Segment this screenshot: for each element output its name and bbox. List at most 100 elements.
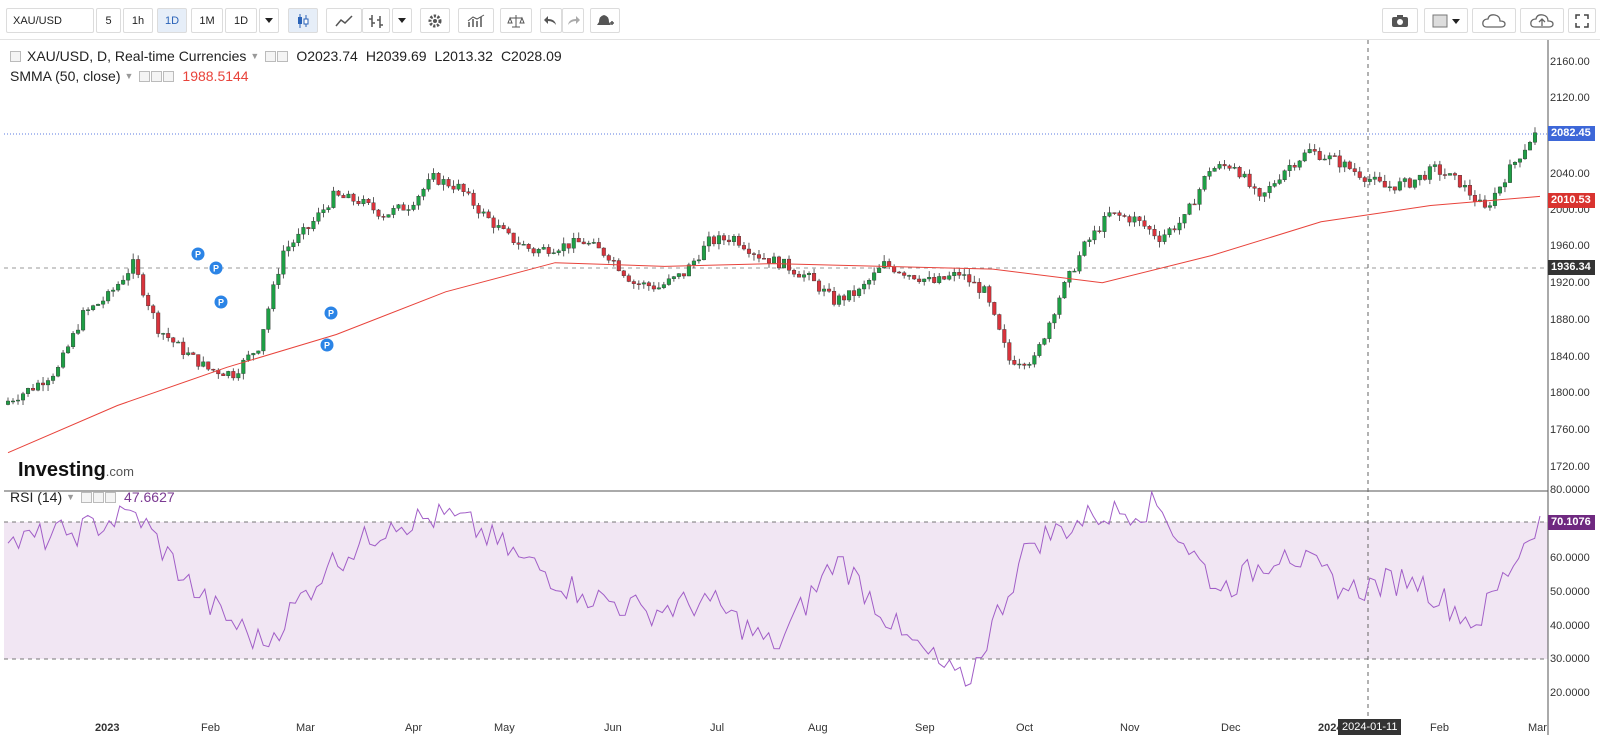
indicators-icon[interactable] [458,8,494,33]
candle-body [1192,203,1197,206]
candle-body [1522,149,1527,160]
candle-body [1532,132,1537,143]
interval-dropdown-value[interactable]: 1D [225,8,257,33]
candle-body [301,227,306,235]
smma-close-icon[interactable] [163,70,175,82]
candlestick-chart-icon[interactable] [288,8,318,33]
candle-body [1227,165,1232,169]
smma-price-tag: 2010.53 [1548,193,1595,208]
time-label: Nov [1120,722,1140,734]
candle-body [1357,171,1362,178]
candle-body [872,272,877,281]
candle-body [356,201,361,205]
candle-body [451,185,456,190]
candle-body [526,244,531,249]
price-tick: 1880.00 [1550,314,1590,326]
candle-body [241,359,246,374]
candle-body [401,204,406,211]
candle-body [631,281,636,284]
candle-body [1282,170,1287,181]
candle-body [987,286,992,303]
candle-body [1007,342,1012,361]
candle-body [1217,164,1222,169]
time-label: Mar [1528,722,1547,734]
candle-body [1232,166,1237,169]
candle-body [827,288,832,292]
candle-body [156,312,161,334]
candle-body [1367,179,1372,182]
candle-body [1242,173,1247,178]
candle-body [997,314,1002,330]
symbol-field[interactable]: XAU/USD [6,8,94,33]
fullscreen-icon[interactable] [1568,8,1596,33]
investing-logo: Investing.com [18,459,134,482]
cloud-load-icon[interactable] [1472,8,1516,33]
candle-body [1032,355,1037,365]
candle-body [376,209,381,217]
candle-body [877,267,882,273]
price-chart[interactable]: P P P P P [0,40,1600,735]
candle-body [31,388,36,391]
rsi-tick: 60.0000 [1550,552,1590,564]
candle-body [351,193,356,202]
candle-body [126,273,131,281]
candle-body [1097,230,1102,232]
rsi-tick: 80.0000 [1550,484,1590,496]
smma-hide-icon[interactable] [139,70,151,82]
candle-body [772,256,777,264]
candle-body [431,173,436,180]
candle-body [1322,158,1327,161]
chart-area[interactable]: P P P P P XAU/USD, D, Real-time Currencies ▼… [0,40,1600,735]
smma-settings-icon[interactable] [151,70,163,82]
candle-body [1157,235,1162,242]
interval-1h-button[interactable]: 1h [123,8,153,33]
template-dropdown-icon[interactable] [1424,8,1468,33]
bar-chart-type-icon[interactable] [362,8,390,33]
candle-body [1112,212,1117,214]
candle-body [1372,176,1377,180]
candle-body [1447,173,1452,176]
legend-hide-icon[interactable] [265,50,277,62]
rsi-close-icon[interactable] [105,491,117,503]
candle-body [792,270,797,275]
legend-settings-icon[interactable] [277,50,289,62]
candle-body [1492,192,1497,206]
collapse-legend-icon[interactable] [10,50,21,62]
candle-body [887,261,892,267]
candle-body [882,261,887,269]
undo-icon[interactable] [540,8,562,33]
candle-body [481,211,486,214]
interval-chevron-down-icon[interactable] [259,8,279,33]
legend-chevron-down-icon[interactable]: ▼ [250,51,260,61]
candle-body [922,278,927,282]
candle-body [426,179,431,190]
smma-chevron-down-icon[interactable]: ▼ [124,71,134,81]
candle-body [696,259,701,262]
event-marker-icon [214,295,228,309]
redo-icon[interactable] [562,8,584,33]
cloud-save-icon[interactable] [1520,8,1564,33]
line-chart-icon[interactable] [326,8,362,33]
candle-body [1237,166,1242,178]
rsi-chevron-down-icon[interactable]: ▼ [66,492,76,502]
candle-body [191,352,196,355]
candle-body [1332,155,1337,157]
interval-5-button[interactable]: 5 [96,8,121,33]
candle-body [1467,185,1472,196]
time-label: Dec [1221,722,1241,734]
chart-type-chevron-down-icon[interactable] [392,8,412,33]
candle-body [596,242,601,249]
candle-body [1132,216,1137,223]
settings-gear-icon[interactable] [420,8,450,33]
interval-1d-button[interactable]: 1D [157,8,187,33]
rsi-settings-icon[interactable] [93,491,105,503]
event-markers[interactable]: P P P P P [191,247,338,352]
candle-body [1177,222,1182,231]
add-alert-bell-icon[interactable] [590,8,620,33]
interval-1m-button[interactable]: 1M [191,8,223,33]
compare-scale-icon[interactable] [500,8,532,33]
time-label: Aug [808,722,828,734]
rsi-hide-icon[interactable] [81,491,93,503]
candle-body [1407,178,1412,188]
snapshot-camera-icon[interactable] [1382,8,1418,33]
